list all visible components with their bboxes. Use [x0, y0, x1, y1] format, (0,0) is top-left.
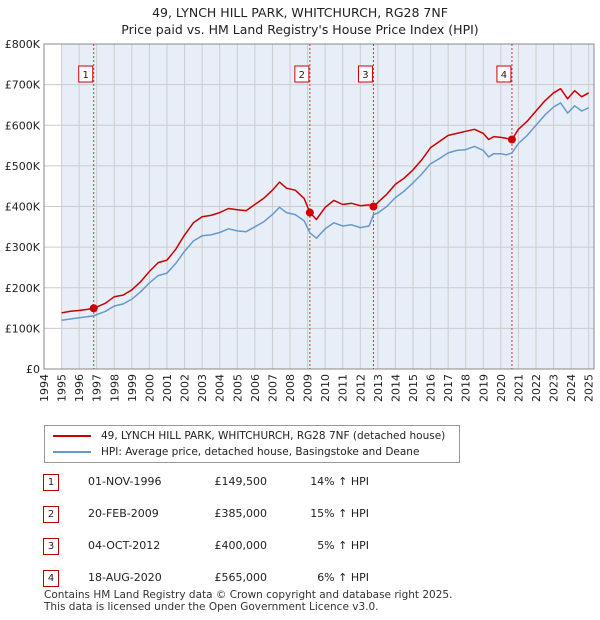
- x-tick-label: 2007: [266, 374, 279, 402]
- sale-marker-number: 1: [83, 70, 89, 81]
- sale-hpi-diff: 15% ↑ HPI: [310, 507, 369, 520]
- x-tick-label: 1994: [38, 374, 51, 402]
- sale-marker-label: 4: [496, 65, 512, 83]
- x-tick-label: 2003: [196, 374, 209, 402]
- sale-number: 3: [43, 538, 59, 555]
- x-tick-label: 2001: [161, 374, 174, 402]
- footer-attribution: Contains HM Land Registry data © Crown c…: [44, 589, 452, 613]
- sale-hpi-diff: 6% ↑ HPI: [317, 571, 369, 584]
- plot-frame: [43, 43, 595, 370]
- x-tick-label: 2016: [425, 374, 438, 402]
- x-tick-label: 2008: [284, 374, 297, 402]
- x-tick-label: 2012: [354, 374, 367, 402]
- footer-line-1: Contains HM Land Registry data © Crown c…: [44, 589, 453, 601]
- x-tick-label: 2017: [442, 374, 455, 402]
- x-tick-label: 2019: [477, 374, 490, 402]
- sale-hpi-diff: 14% ↑ HPI: [310, 475, 369, 488]
- x-tick-label: 2023: [548, 374, 561, 402]
- sale-marker-number: 3: [362, 70, 368, 81]
- sale-marker-label: 3: [357, 65, 373, 83]
- sale-row: 1 01-NOV-1996 £149,500 14% ↑ HPI: [0, 472, 600, 492]
- series-line-hpi: [61, 102, 590, 322]
- x-tick-label: 2024: [565, 374, 578, 402]
- x-tick-label: 1999: [126, 374, 139, 402]
- x-tick-label: 2013: [372, 374, 385, 402]
- x-tick-label: 1997: [91, 374, 104, 402]
- chart-title: 49, LYNCH HILL PARK, WHITCHURCH, RG28 7N…: [0, 4, 600, 38]
- x-tick-label: 2021: [512, 374, 525, 402]
- sale-row: 4 18-AUG-2020 £565,000 6% ↑ HPI: [0, 568, 600, 588]
- title-line-2: Price paid vs. HM Land Registry's House …: [121, 22, 479, 37]
- sale-row: 2 20-FEB-2009 £385,000 15% ↑ HPI: [0, 504, 600, 524]
- y-tick-label: £700K: [5, 79, 41, 92]
- sale-marker-number: 4: [501, 70, 507, 81]
- sale-point: [507, 135, 516, 144]
- y-tick-label: £800K: [5, 38, 41, 51]
- x-tick-label: 2000: [143, 374, 156, 402]
- legend-item-hpi: HPI: Average price, detached house, Basi…: [45, 444, 419, 460]
- sale-number: 4: [43, 570, 59, 587]
- x-tick-label: 1998: [108, 374, 121, 402]
- sale-date: 04-OCT-2012: [88, 539, 161, 552]
- price-chart: £0 £100K £200K £300K £400K £500K £600K £700K £80…: [5, 38, 596, 402]
- legend-label-price: 49, LYNCH HILL PARK, WHITCHURCH, RG28 7N…: [101, 430, 446, 442]
- y-tick-label: £300K: [5, 241, 41, 254]
- footer-line-2: This data is licensed under the Open Gov…: [44, 601, 379, 613]
- x-tick-label: 2002: [179, 374, 192, 402]
- y-tick-label: £100K: [5, 322, 41, 335]
- y-tick-label: £400K: [5, 201, 41, 214]
- y-tick-label: £500K: [5, 160, 41, 173]
- x-tick-label: 2010: [319, 374, 332, 402]
- y-tick-label: £200K: [5, 282, 41, 295]
- sale-point: [369, 202, 378, 211]
- x-tick-label: 1995: [56, 374, 69, 402]
- sale-date: 18-AUG-2020: [88, 571, 162, 584]
- x-tick-label: 2022: [530, 374, 543, 402]
- x-tick-label: 1996: [73, 374, 86, 402]
- legend-item-price: 49, LYNCH HILL PARK, WHITCHURCH, RG28 7N…: [45, 428, 445, 444]
- legend: 49, LYNCH HILL PARK, WHITCHURCH, RG28 7N…: [44, 425, 460, 463]
- sale-marker-box: [294, 65, 310, 83]
- series-line-price: [61, 87, 590, 314]
- sale-price: £385,000: [214, 507, 268, 520]
- x-tick-label: 2006: [249, 374, 262, 402]
- sale-marker-label: 1: [78, 65, 94, 83]
- sale-point: [89, 304, 98, 313]
- x-tick-label: 2025: [583, 374, 596, 402]
- x-tick-label: 2020: [495, 374, 508, 402]
- x-tick-label: 2015: [407, 374, 420, 402]
- legend-swatch-hpi: [53, 451, 91, 453]
- x-tick-label: 2011: [337, 374, 350, 402]
- sale-hpi-diff: 5% ↑ HPI: [317, 539, 369, 552]
- sale-marker-box: [496, 65, 512, 83]
- sale-price: £400,000: [214, 539, 268, 552]
- sale-date: 01-NOV-1996: [88, 475, 162, 488]
- y-tick-label: £0: [26, 363, 40, 376]
- sale-date: 20-FEB-2009: [88, 507, 159, 520]
- y-tick-label: £600K: [5, 119, 41, 132]
- x-tick-label: 2004: [214, 374, 227, 402]
- title-line-1: 49, LYNCH HILL PARK, WHITCHURCH, RG28 7N…: [152, 5, 448, 20]
- legend-swatch-price: [53, 435, 91, 437]
- sale-marker-box: [357, 65, 373, 83]
- x-tick-label: 2018: [460, 374, 473, 402]
- sale-price: £149,500: [214, 475, 268, 488]
- sale-number: 1: [43, 474, 59, 491]
- x-tick-label: 2014: [389, 374, 402, 402]
- x-tick-label: 2005: [231, 374, 244, 402]
- sale-price: £565,000: [214, 571, 268, 584]
- x-tick-label: 2009: [302, 374, 315, 402]
- sale-marker-label: 2: [294, 65, 310, 83]
- sale-marker-number: 2: [299, 70, 305, 81]
- legend-label-hpi: HPI: Average price, detached house, Basi…: [101, 446, 420, 458]
- sale-point: [305, 208, 314, 217]
- sale-number: 2: [43, 506, 59, 523]
- sale-row: 3 04-OCT-2012 £400,000 5% ↑ HPI: [0, 536, 600, 556]
- sale-marker-box: [78, 65, 94, 83]
